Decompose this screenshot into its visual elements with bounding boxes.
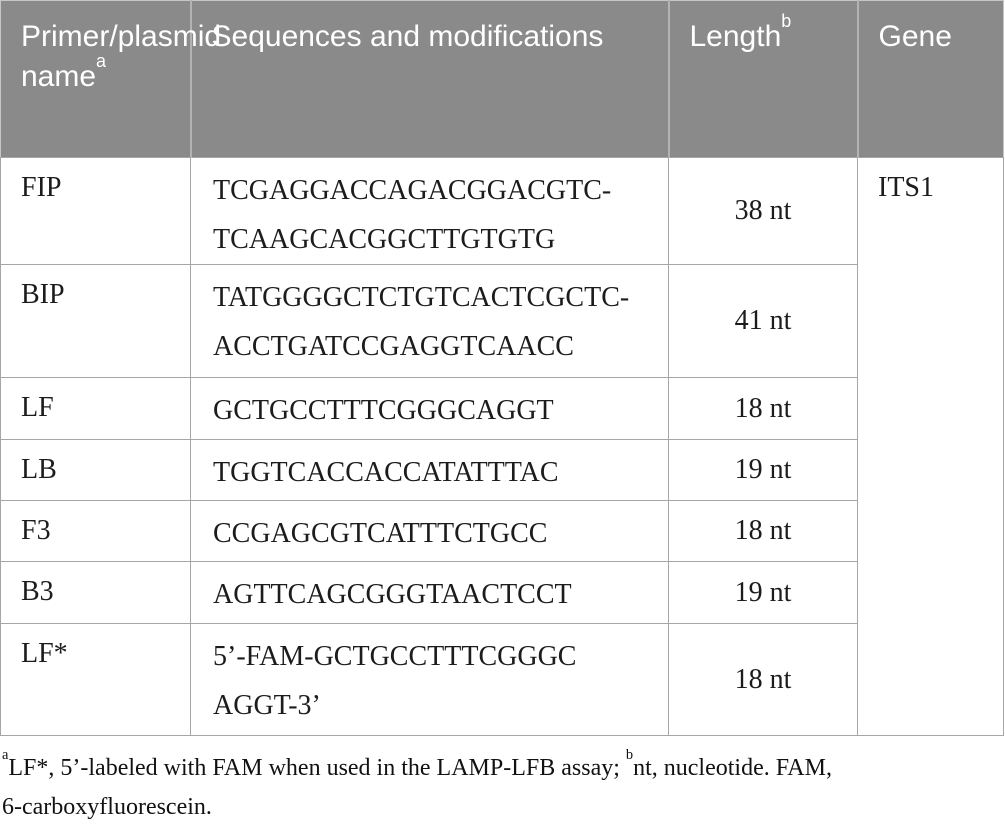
length-cell: 19 nt: [668, 439, 858, 501]
sequence-cell: TATGGGGCTCTGTCACTCGCTC- ACCTGATCCGAGGTCA…: [190, 264, 669, 378]
table-row: LB TGGTCACCACCATATTTAC 19 nt: [0, 439, 1004, 501]
footnote-marker-b: b: [781, 10, 792, 31]
sequence-cell: 5’-FAM-GCTGCCTTTCGGGC AGGT-3’: [190, 623, 669, 736]
table-row: LF GCTGCCTTTCGGGCAGGT 18 nt: [0, 377, 1004, 440]
primer-name-cell: LB: [0, 439, 191, 501]
sequence-line: TCAAGCACGGCTTGTGTG: [213, 224, 556, 255]
sequence-cell: CCGAGCGTCATTTCTGCC: [190, 500, 669, 562]
sequence-line: TATGGGGCTCTGTCACTCGCTC-: [213, 282, 630, 313]
sequence-cell: AGTTCAGCGGGTAACTCCT: [190, 561, 669, 624]
footnote: aLF*, 5’-labeled with FAM when used in t…: [2, 746, 992, 826]
gene-cell: ITS1: [857, 157, 1004, 736]
sequence-line: TCGAGGACCAGACGGACGTC-: [213, 175, 612, 206]
footnote-sup-a: a: [2, 746, 9, 763]
col-header-length: Lengthb: [668, 0, 859, 158]
table-row: LF* 5’-FAM-GCTGCCTTTCGGGC AGGT-3’ 18 nt: [0, 623, 1004, 736]
primer-name-cell: LF: [0, 377, 191, 440]
table-row: BIP TATGGGGCTCTGTCACTCGCTC- ACCTGATCCGAG…: [0, 264, 1004, 378]
length-cell: 19 nt: [668, 561, 858, 624]
length-cell: 18 nt: [668, 500, 858, 562]
primer-name-cell: BIP: [0, 264, 191, 378]
primer-name-cell: F3: [0, 500, 191, 562]
primer-name-cell: FIP: [0, 157, 191, 265]
sequence-cell: TGGTCACCACCATATTTAC: [190, 439, 669, 501]
col-header-primer-name-label: Primer/plasmid name: [21, 20, 222, 93]
footnote-marker-a: a: [96, 50, 107, 71]
col-header-gene: Gene: [857, 0, 1004, 158]
col-header-sequences: Sequences and modifications: [190, 0, 670, 158]
primer-name-cell: B3: [0, 561, 191, 624]
sequence-line: CCGAGCGTCATTTCTGCC: [213, 518, 548, 549]
sequence-cell: TCGAGGACCAGACGGACGTC- TCAAGCACGGCTTGTGTG: [190, 157, 669, 265]
col-header-primer-name: Primer/plasmid namea: [0, 0, 221, 158]
footnote-text-a: LF*, 5’-labeled with FAM when used in th…: [8, 755, 626, 781]
sequence-line: ACCTGATCCGAGGTCAACC: [213, 331, 574, 362]
col-header-length-label: Length: [689, 20, 782, 53]
table-row: F3 CCGAGCGTCATTTCTGCC 18 nt: [0, 500, 1004, 562]
col-header-sequences-label: Sequences and modifications: [211, 20, 604, 53]
sequence-line: 5’-FAM-GCTGCCTTTCGGGC: [213, 641, 577, 672]
table-row: FIP TCGAGGACCAGACGGACGTC- TCAAGCACGGCTTG…: [0, 157, 1004, 736]
sequence-line: TGGTCACCACCATATTTAC: [213, 457, 559, 488]
length-cell: 18 nt: [668, 377, 858, 440]
table-row: B3 AGTTCAGCGGGTAACTCCT 19 nt: [0, 561, 1004, 624]
sequence-line: AGTTCAGCGGGTAACTCCT: [213, 579, 572, 610]
sequence-line: GCTGCCTTTCGGGCAGGT: [213, 395, 554, 426]
primers-table: Primer/plasmid namea Sequences and modif…: [0, 0, 1004, 736]
header-row: Primer/plasmid namea Sequences and modif…: [0, 0, 1004, 158]
length-cell: 38 nt: [668, 157, 858, 265]
sequence-cell: GCTGCCTTTCGGGCAGGT: [190, 377, 669, 440]
col-header-gene-label: Gene: [878, 20, 952, 53]
length-cell: 18 nt: [668, 623, 858, 736]
footnote-text-b: nt, nucleotide. FAM,: [633, 755, 832, 781]
footnote-text-c: 6-carboxyfluorescein.: [2, 794, 212, 820]
sequence-line: AGGT-3’: [213, 690, 321, 721]
primer-name-cell: LF*: [0, 623, 191, 736]
length-cell: 41 nt: [668, 264, 858, 378]
footnote-sup-b: b: [625, 746, 634, 763]
